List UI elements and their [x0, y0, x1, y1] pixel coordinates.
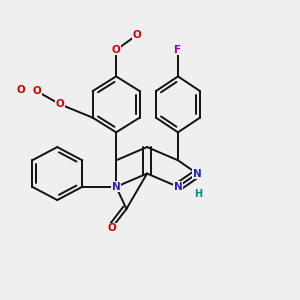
Text: O: O — [112, 45, 121, 55]
Text: O: O — [32, 86, 41, 96]
Text: O: O — [56, 99, 64, 110]
Text: O: O — [16, 85, 25, 94]
Text: F: F — [174, 45, 182, 55]
Text: N: N — [112, 182, 121, 192]
Text: O: O — [107, 223, 116, 233]
Text: O: O — [56, 99, 64, 110]
Text: N: N — [193, 169, 202, 178]
Text: O: O — [32, 86, 41, 96]
Text: H: H — [194, 189, 202, 199]
Text: N: N — [174, 182, 182, 192]
Text: O: O — [132, 30, 141, 40]
